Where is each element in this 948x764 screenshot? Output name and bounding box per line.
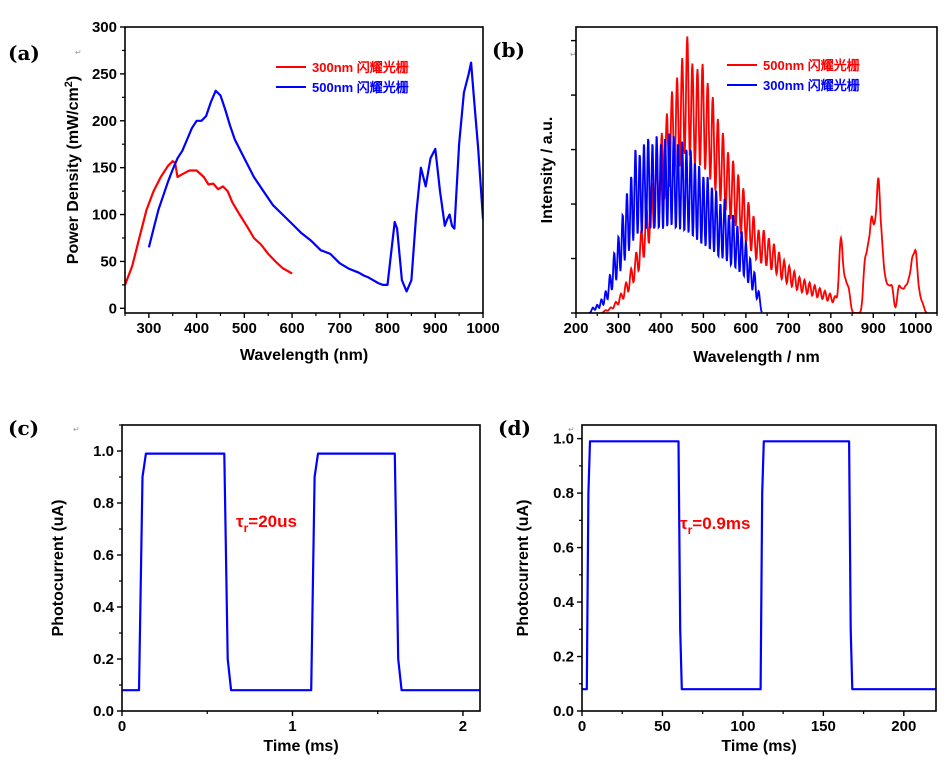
rise-time-annotation: τr=20us	[236, 512, 297, 535]
panel-d: (d) ↵ 0 50 100 150 200 0.0 0.2 0.4 0.6 0.8 1.0 Time (…	[498, 416, 937, 755]
y-axis-label: Photocurrent (uA)	[50, 500, 67, 637]
y-tick-label: 0.0	[93, 703, 114, 720]
x-tick-label: 2	[459, 718, 467, 735]
photocurrent-line	[122, 452, 480, 692]
y-tick-label: 0.8	[93, 495, 114, 512]
x-tick-label: 400	[184, 320, 209, 337]
legend-item: 300nm 闪耀光栅	[763, 78, 860, 93]
x-tick-label: 1	[288, 718, 296, 735]
x-tick-label: 200	[891, 718, 916, 735]
panel-label: (b)	[492, 38, 525, 62]
panel-label: (c)	[8, 416, 39, 440]
return-mark: ↵	[570, 50, 577, 59]
panel-a: (a) ↵ 300 400 500 600 700 800 900 1000 0 50 100 150 20…	[8, 19, 500, 364]
x-tick-label: 1000	[899, 320, 932, 337]
y-tick-label: 0.4	[93, 599, 115, 616]
photocurrent-line	[582, 440, 936, 691]
x-tick-label: 400	[648, 320, 673, 337]
panel-b: (b) ↵ 200 300 400 500 600 700 800 900 1000 Waveleng…	[492, 26, 938, 366]
plot-area	[588, 36, 928, 313]
rise-time-annotation: τr=0.9ms	[680, 514, 750, 537]
plot-frame	[575, 26, 938, 314]
plot-frame	[124, 26, 484, 314]
series-red-line	[125, 160, 293, 286]
x-tick-label: 700	[776, 320, 801, 337]
plot-area	[122, 452, 480, 692]
legend-item: 500nm 闪耀光栅	[312, 80, 409, 95]
y-axis-label: Photocurrent (uA)	[515, 500, 532, 637]
panel-label: (d)	[498, 416, 531, 440]
y-tick-label: 0.2	[553, 649, 574, 666]
x-tick-label: 900	[423, 320, 448, 337]
y-tick-label: 50	[100, 253, 117, 270]
x-tick-label: 0	[118, 718, 126, 735]
y-tick-label: 0.2	[93, 651, 114, 668]
plot-area	[125, 61, 483, 293]
x-tick-label: 150	[811, 718, 836, 735]
x-tick-label: 0	[578, 718, 586, 735]
series-blue-line	[588, 133, 763, 313]
y-tick-label: 0.8	[553, 485, 574, 502]
return-mark: ↵	[75, 48, 82, 57]
y-tick-label: 250	[92, 66, 117, 83]
x-tick-label: 600	[280, 320, 305, 337]
y-tick-label: 150	[92, 160, 117, 177]
legend-item: 500nm 闪耀光栅	[763, 58, 860, 73]
x-axis-label: Time (ms)	[721, 738, 796, 755]
x-tick-label: 700	[327, 320, 352, 337]
x-axis-label: Time (ms)	[263, 738, 338, 755]
x-tick-label: 800	[375, 320, 400, 337]
y-axis-label: Intensity / a.u.	[539, 117, 556, 224]
return-mark: ↵	[568, 425, 575, 434]
x-axis-label: Wavelength (nm)	[240, 347, 368, 364]
y-tick-label: 300	[92, 19, 117, 36]
y-tick-label: 200	[92, 113, 117, 130]
y-tick-label: 0.4	[553, 594, 575, 611]
x-tick-label: 1000	[466, 320, 499, 337]
x-tick-label: 800	[818, 320, 843, 337]
x-tick-label: 100	[730, 718, 755, 735]
x-tick-label: 500	[691, 320, 716, 337]
x-tick-label: 600	[733, 320, 758, 337]
x-tick-label: 500	[232, 320, 257, 337]
y-tick-label: 0.6	[93, 547, 114, 564]
x-tick-label: 200	[563, 320, 588, 337]
y-tick-label: 0.0	[553, 703, 574, 720]
y-tick-label: 0.6	[553, 540, 574, 557]
legend-item: 300nm 闪耀光栅	[312, 60, 409, 75]
x-tick-label: 300	[606, 320, 631, 337]
y-tick-label: 0	[109, 300, 117, 317]
y-tick-label: 1.0	[93, 443, 114, 460]
plot-frame	[121, 424, 481, 712]
x-tick-label: 50	[654, 718, 671, 735]
x-tick-label: 300	[136, 320, 161, 337]
y-axis-label: Power Density (mW/cm2)	[63, 76, 82, 264]
plot-frame	[581, 424, 937, 712]
series-blue-line	[147, 61, 483, 293]
y-tick-label: 1.0	[553, 431, 574, 448]
x-tick-label: 900	[861, 320, 886, 337]
panel-c: (c) ↵ 0 1 2 0.0 0.2 0.4 0.6 0.8 1.0 Time (ms) Photoc…	[8, 416, 481, 755]
plot-area	[582, 440, 936, 691]
y-tick-label: 100	[92, 207, 117, 224]
x-axis-label: Wavelength / nm	[693, 349, 820, 366]
return-mark: ↵	[73, 425, 80, 434]
panel-label: (a)	[8, 41, 40, 65]
